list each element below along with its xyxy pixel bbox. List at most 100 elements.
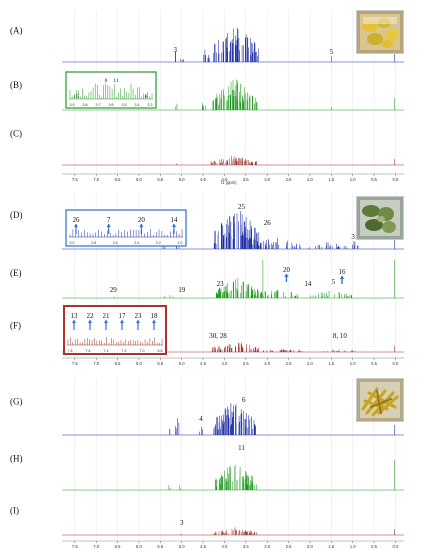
axis-group2-tick-label: 5.0: [179, 361, 185, 366]
panel-d-inset-arrowhead: [139, 223, 144, 227]
axis-group3-tick-label: 0.0: [393, 544, 399, 549]
panel-i-spectrum: [180, 527, 395, 535]
panel-d-inset-tick: 2.4: [134, 241, 139, 245]
panel-d-inset-tick: 2.6: [113, 241, 118, 245]
panel-d-inset-label: 26: [73, 216, 81, 224]
axis-group3-tick-label: 6.5: [115, 544, 121, 549]
yellow-strips-photo: [356, 378, 404, 422]
panel-d-inset-tick: 2.0: [178, 241, 183, 245]
panel-a-spectrum: [175, 27, 395, 62]
panel-e-annotation: 29: [110, 286, 118, 294]
panel-a-annotation: 5: [330, 48, 334, 56]
panel-d-inset-arrowhead: [106, 223, 111, 227]
panel-b-inset-tick: 3.8: [83, 103, 88, 107]
panel-b-inset-tick: 3.5: [122, 103, 127, 107]
axis-group1-tick-label: 1.5: [328, 177, 334, 182]
axis-group1-tick-label: 5.0: [179, 177, 185, 182]
panel-f-inset-arrowhead: [88, 319, 92, 323]
panel-f-inset-tick: 7.6: [86, 349, 91, 353]
panel-e-annotation: 20: [283, 266, 291, 274]
panel-d-inset-frame: [65, 209, 187, 247]
panel-e-annotation: 19: [178, 286, 186, 294]
panel-f-inset-arrowhead: [136, 319, 140, 323]
panel-f-inset-arrowhead: [120, 319, 124, 323]
panel-b-inset-label: 15: [73, 94, 79, 100]
axis-group2-tick-label: 4.0: [222, 361, 228, 366]
panel-f-inset-arrowhead: [104, 319, 108, 323]
panel-f-inset-label: 23: [135, 312, 143, 320]
axis-group3-tick-label: 3.5: [243, 544, 249, 549]
panel-e-spectrum: [113, 260, 395, 298]
panel-f-label: (F): [10, 321, 21, 331]
panel-d-label: (D): [10, 210, 23, 220]
panel-d-inset-tick: 2.2: [156, 241, 161, 245]
axis-group2-tick-label: 6.5: [115, 361, 121, 366]
panel-f-inset-tick: 6.8: [158, 349, 163, 353]
panel-d-inset-arrowhead: [172, 223, 176, 227]
axis-group2-tick-label: 0.5: [371, 361, 377, 366]
axis-group1-tick-label: 0.0: [393, 177, 399, 182]
axis-group1-tick-label: 3.0: [264, 177, 270, 182]
axis-group2-tick-label: 0.0: [393, 361, 399, 366]
panel-d-annotation: 25: [238, 203, 246, 211]
panel-f-annotation: 8, 10: [333, 332, 348, 340]
panel-e-annotation: 5: [332, 278, 336, 286]
panel-h-spectrum: [168, 460, 395, 490]
panel-f-inset-tick: 7.4: [104, 349, 109, 353]
axis-group1-tick-label: 0.5: [371, 177, 377, 182]
axis-group3-tick-label: 4.0: [222, 544, 228, 549]
panel-d-inset-label: 14: [171, 216, 179, 224]
panel-f-annotation: 30, 28: [209, 332, 227, 340]
panel-a-annotation: 3: [174, 46, 178, 54]
panel-b-spectrum: [175, 79, 395, 110]
axis-group1-tick-label: 2.0: [307, 177, 313, 182]
panel-c-label: (C): [10, 129, 22, 139]
green-pieces-photo: [356, 196, 404, 240]
axis-group1-tick-label: 2.5: [286, 177, 292, 182]
axis-group1-tick-label: 6.5: [115, 177, 121, 182]
axis-group3-tick-label: 6.0: [136, 544, 142, 549]
panel-b-inset-label: 6: [145, 94, 148, 100]
panel-d-inset-label: 7: [107, 216, 111, 224]
panel-b-inset-frame: [65, 71, 157, 109]
panel-f-inset-frame: [63, 305, 167, 355]
panel-f-inset-tick: 7.0: [140, 349, 145, 353]
axis-group3-tick-label: 4.5: [200, 544, 206, 549]
axis-group3-tick-label: 3.0: [264, 544, 270, 549]
panel-b-label: (B): [10, 80, 22, 90]
yellow-chunks-photo: [356, 10, 404, 54]
axis-group2-tick-label: 7.0: [93, 361, 99, 366]
axis-group3-tick-label: 2.5: [286, 544, 292, 549]
panel-f-inset-arrowhead: [152, 319, 156, 323]
panel-d-inset-tick: 3.0: [70, 241, 75, 245]
panel-e-label: (E): [10, 268, 22, 278]
axis-group3-tick-label: 7.5: [72, 544, 78, 549]
axis-group3-tick-label: 0.5: [371, 544, 377, 549]
axis-group1-tick-label: 5.5: [157, 177, 163, 182]
axis-group3-tick-label: 2.0: [307, 544, 313, 549]
panel-i-annotation: 3: [180, 519, 184, 527]
axis-group2-tick-label: 6.0: [136, 361, 142, 366]
panel-f-inset-spectrum: [67, 337, 163, 345]
panel-b-inset-tick: 3.3: [148, 103, 153, 107]
axis-group2-tick-label: 7.5: [72, 361, 78, 366]
axis-group3-tick-label: 1.5: [328, 544, 334, 549]
panel-d-annotation: 31: [351, 233, 359, 241]
axis-group3-tick-label: 7.0: [93, 544, 99, 549]
panel-b-inset-tick: 3.9: [70, 103, 75, 107]
axis-group1-tick-label: 1.0: [350, 177, 356, 182]
panel-f-inset-label: 18: [151, 312, 159, 320]
panel-b-inset-label: 11: [113, 78, 119, 84]
panel-b-inset-tick: 3.4: [135, 103, 140, 107]
axis-group2-tick-label: 5.5: [157, 361, 163, 366]
panel-d-annotation: 26: [264, 219, 272, 227]
panel-f-inset-tick: 7.2: [122, 349, 127, 353]
axis-group1-tick-label: 4.5: [200, 177, 206, 182]
panel-g-spectrum: [169, 403, 395, 435]
axis-group1-tick-label: 7.5: [72, 177, 78, 182]
axis-group2-tick-label: 1.5: [328, 361, 334, 366]
axis-group1-xlabel: f1 (ppm): [221, 180, 237, 185]
axis-group1-tick-label: 6.0: [136, 177, 142, 182]
panel-e-annotation: 14: [304, 280, 312, 288]
